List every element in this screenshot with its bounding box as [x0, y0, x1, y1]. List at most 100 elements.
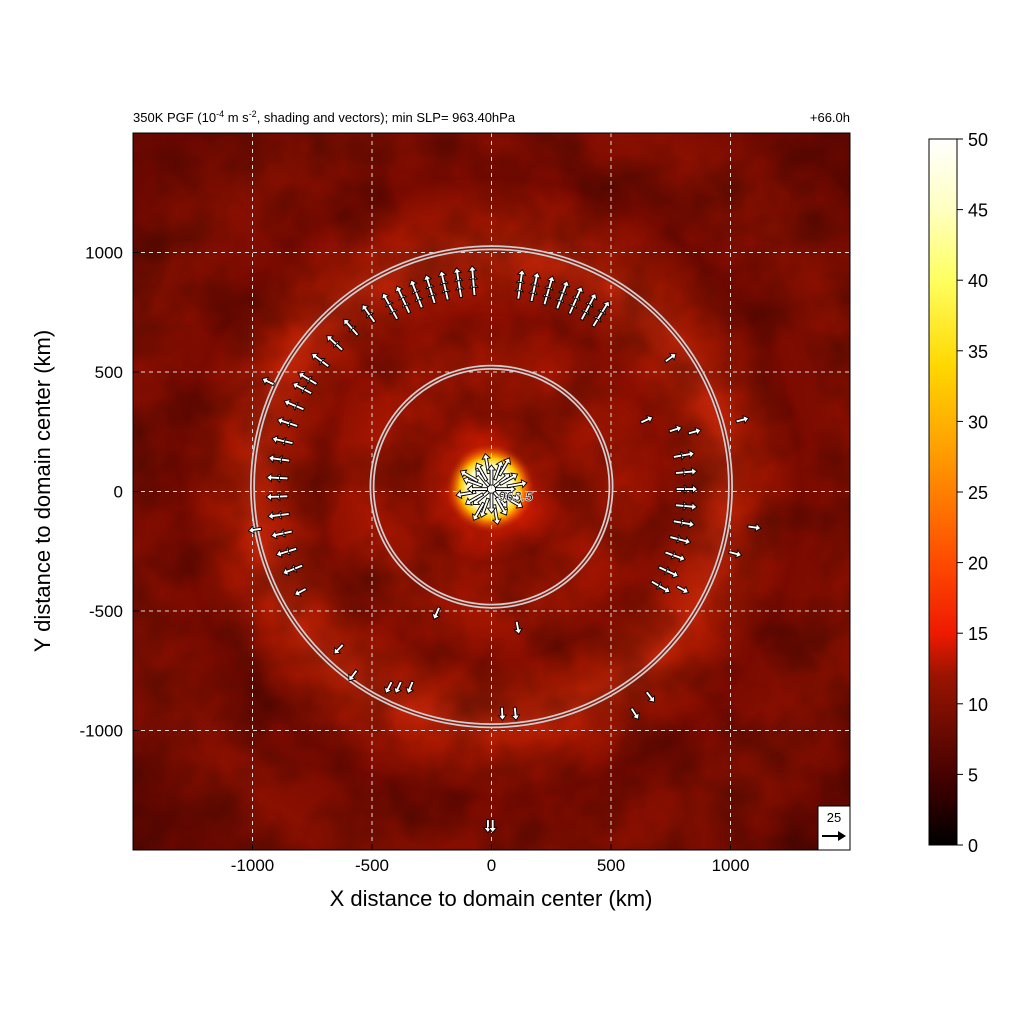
reference-vector-label: 25	[827, 810, 841, 825]
scattered-vector	[687, 426, 702, 437]
scattered-vector	[383, 680, 394, 694]
east-arc-vector	[684, 484, 699, 495]
x-tick-label: -500	[355, 856, 389, 875]
core-vector	[486, 464, 497, 486]
colorbar-ticks: 0 5 10 15 20 25 30 35 40 45 50	[957, 130, 988, 856]
north-arc-vector	[437, 270, 448, 285]
core-vector	[497, 457, 512, 477]
colorbar-tick-label: 25	[968, 483, 988, 503]
core-vector	[499, 490, 521, 503]
scattered-vector	[675, 584, 690, 595]
reference-arrow	[822, 831, 846, 841]
x-tick-label: 500	[597, 856, 625, 875]
west-arc-vector	[343, 318, 354, 331]
scattered-vector	[664, 353, 677, 364]
core-vector	[498, 472, 519, 486]
colorbar: 0 5 10 15 20 25 30 35 40 45 50	[928, 130, 988, 856]
y-tick-label: 1000	[85, 244, 123, 263]
north-arc-vector	[516, 268, 527, 284]
colorbar-tick-label: 5	[968, 765, 978, 785]
east-arc-vector	[683, 466, 698, 477]
scattered-vector	[510, 706, 521, 721]
time-label: +66.0h	[810, 110, 850, 125]
chart-title: 350K PGF (10-4 m s-2, shading and vector…	[133, 109, 516, 125]
west-arc-vector	[311, 352, 324, 364]
core-vector	[464, 492, 485, 506]
north-arc-vector	[394, 285, 405, 300]
core-vector	[506, 478, 528, 489]
scattered-vector	[487, 819, 498, 834]
y-axis-ticks: -1000 -500 0 500 1000	[80, 244, 139, 741]
y-tick-label: 0	[114, 483, 123, 502]
west-arc-vector	[282, 566, 296, 577]
colorbar-tick-label: 40	[968, 271, 988, 291]
y-tick-label: -1000	[80, 722, 123, 741]
colorbar-tick-label: 0	[968, 836, 978, 856]
core-vector	[459, 469, 479, 483]
scattered-vector	[639, 414, 654, 425]
north-arc-vector	[546, 275, 556, 290]
east-arc-vector	[665, 568, 679, 579]
range-rings	[250, 245, 733, 729]
west-arc-vector	[270, 529, 285, 540]
west-arc-vector	[271, 434, 286, 445]
colorbar-scale	[928, 138, 958, 846]
core-vector	[478, 497, 490, 518]
east-arc-vector	[680, 519, 696, 529]
x-tick-label: 0	[487, 856, 496, 875]
core-vector	[462, 476, 484, 488]
west-arc-vector	[283, 398, 298, 409]
scattered-vector	[431, 606, 442, 620]
scattered-vector	[747, 522, 762, 533]
north-arc-vector	[408, 279, 418, 294]
core-vector	[474, 462, 489, 482]
colorbar-tick-label: 20	[968, 554, 988, 574]
x-axis-ticks: -1000 -500 0 500 1000	[231, 844, 750, 875]
north-arc-vector	[422, 274, 433, 289]
scattered-vector	[333, 642, 345, 655]
core-vector	[504, 495, 524, 509]
core-vector	[486, 492, 497, 514]
scattered-vector	[513, 620, 523, 635]
east-arc-vector	[680, 449, 696, 460]
scattered-vector	[261, 376, 276, 387]
range-ring-inner	[371, 366, 612, 607]
scattered-vector	[348, 668, 359, 682]
east-arc-vector	[657, 583, 671, 594]
core-vector	[494, 496, 509, 516]
west-arc-vector	[326, 335, 338, 347]
east-arc-vector	[677, 536, 692, 546]
core-vector	[471, 501, 486, 521]
colorbar-tick-label: 45	[968, 201, 988, 221]
north-arc-vector	[574, 286, 584, 300]
reference-vector-box: 25	[817, 805, 851, 851]
north-arc-vector	[381, 292, 392, 306]
scattered-vector	[629, 706, 640, 720]
scattered-vector	[405, 680, 415, 695]
x-tick-label: 1000	[712, 856, 750, 875]
scattered-vector	[247, 525, 263, 535]
pgf-vectors	[247, 265, 762, 834]
colorbar-tick-label: 35	[968, 342, 988, 362]
north-arc-vector	[452, 267, 463, 282]
scattered-vector	[497, 706, 508, 721]
north-arc-vector	[467, 265, 478, 280]
north-arc-vector	[600, 300, 611, 314]
scattered-vector	[293, 586, 308, 597]
core-vector	[493, 460, 505, 481]
scattered-vector	[644, 690, 655, 703]
west-arc-vector	[267, 510, 282, 521]
west-arc-vector	[265, 491, 280, 502]
north-arc-vector	[587, 292, 598, 307]
west-arc-vector	[276, 416, 291, 426]
x-tick-label: -1000	[231, 856, 274, 875]
west-arc-vector	[297, 371, 311, 382]
west-arc-vector	[292, 381, 306, 392]
colorbar-tick-label: 10	[968, 695, 988, 715]
north-arc-vector	[531, 271, 542, 286]
east-arc-vector	[683, 501, 698, 512]
core-vector	[466, 484, 488, 495]
core-shading	[450, 448, 530, 528]
x-axis-label: X distance to domain center (km)	[330, 886, 653, 911]
